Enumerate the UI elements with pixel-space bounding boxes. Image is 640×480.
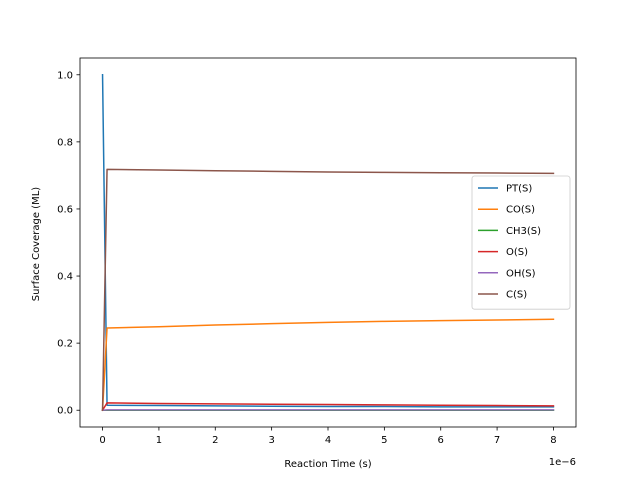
x-tick-label: 6 — [438, 435, 444, 446]
y-tick-label: 0.4 — [57, 272, 73, 283]
legend-label-oh-s: OH(S) — [506, 268, 536, 279]
x-axis-label: Reaction Time (s) — [284, 459, 371, 470]
x-tick-label: 3 — [268, 435, 274, 446]
series-line-co-s — [101, 318, 555, 412]
x-tick-label: 0 — [99, 435, 105, 446]
legend-label-o-s: O(S) — [506, 247, 528, 258]
legend-label-c-s: C(S) — [506, 290, 527, 301]
y-tick-label: 0.0 — [57, 406, 73, 417]
y-tick-label: 1.0 — [57, 70, 73, 81]
x-tick-label: 7 — [494, 435, 500, 446]
series-lines — [101, 74, 555, 412]
legend-label-pt-s: PT(S) — [506, 184, 532, 195]
series-line-pt-s — [101, 74, 555, 408]
legend: PT(S) CO(S) CH3(S) O(S) OH(S) C(S) — [471, 175, 571, 310]
series-line-c-s — [101, 168, 555, 411]
legend-label-co-s: CO(S) — [506, 205, 535, 216]
series-line-o-s — [101, 402, 555, 412]
y-axis-label: Surface Coverage (ML) — [31, 187, 42, 301]
legend-label-ch3-s: CH3(S) — [506, 226, 541, 237]
y-tick-label: 0.8 — [57, 137, 73, 148]
y-tick-label: 0.6 — [57, 204, 73, 215]
x-tick-label: 1 — [156, 435, 162, 446]
x-tick-label: 2 — [212, 435, 218, 446]
x-tick-label: 5 — [381, 435, 387, 446]
x-tick-label: 8 — [550, 435, 556, 446]
x-axis-scale-note: 1e−6 — [549, 457, 576, 468]
axes: 0 1 2 3 4 5 6 7 8 0.0 0.2 0.4 0.6 0.8 1.0 — [57, 57, 577, 446]
x-tick-label: 4 — [325, 435, 331, 446]
y-tick-label: 0.2 — [57, 339, 73, 350]
